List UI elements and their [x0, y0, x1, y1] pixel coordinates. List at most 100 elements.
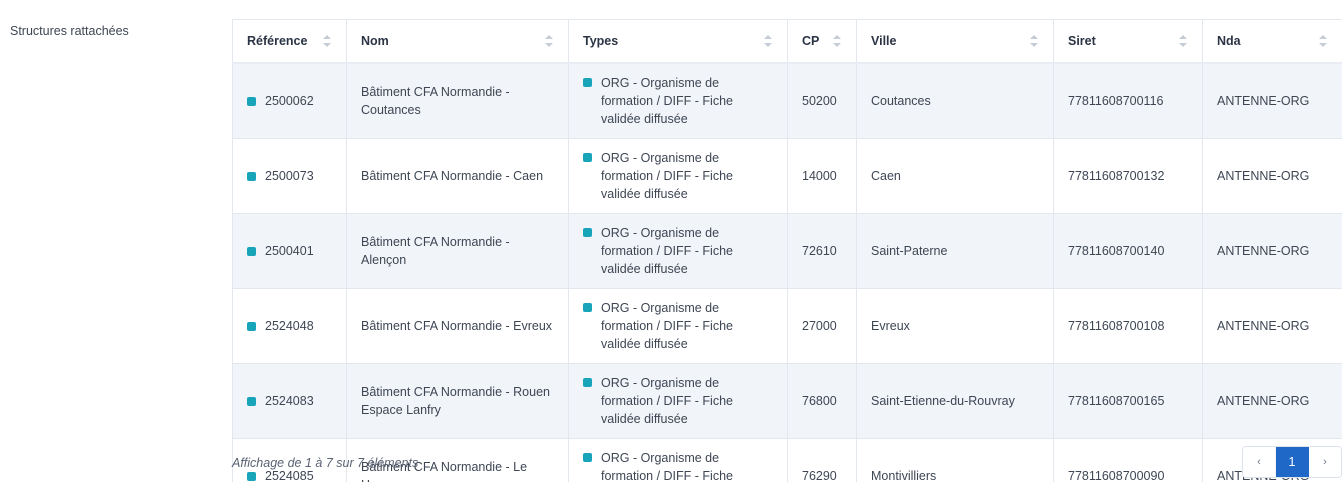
types-value: ORG - Organisme de formation / DIFF - Fi…	[601, 376, 733, 426]
column-header-cp[interactable]: CP	[787, 19, 857, 64]
table-footer: Affichage de 1 à 7 sur 7 éléments ‹ 1 ›	[232, 446, 1342, 482]
column-header-nda[interactable]: Nda	[1202, 19, 1342, 64]
column-header-nom[interactable]: Nom	[346, 19, 569, 64]
ville-value: Montivilliers	[871, 469, 937, 482]
cell-siret: 77811608700132	[1053, 138, 1203, 214]
column-header-siret[interactable]: Siret	[1053, 19, 1203, 64]
nda-value: ANTENNE-ORG	[1217, 169, 1310, 183]
sort-toggle-icon[interactable]	[545, 34, 554, 48]
pagination-summary: Affichage de 1 à 7 sur 7 éléments	[232, 456, 419, 470]
cell-siret: 77811608700116	[1053, 62, 1203, 139]
cell-reference: 2524085	[232, 438, 347, 482]
sort-toggle-icon[interactable]	[833, 34, 842, 48]
sort-toggle-icon[interactable]	[1179, 34, 1188, 48]
cell-cp: 50200	[787, 62, 857, 139]
cell-ville: Caen	[856, 138, 1054, 214]
pagination-page-1[interactable]: 1	[1276, 447, 1309, 477]
pagination-prev-button[interactable]: ‹	[1243, 447, 1276, 477]
cp-value: 72610	[802, 244, 837, 258]
cell-reference: 2500062	[232, 62, 347, 139]
cp-value: 76290	[802, 469, 837, 482]
nom-value: Bâtiment CFA Normandie - Alençon	[361, 235, 510, 267]
sort-toggle-icon[interactable]	[1319, 34, 1328, 48]
siret-value: 77811608700090	[1068, 469, 1165, 482]
ville-value: Caen	[871, 169, 901, 183]
siret-value: 77811608700165	[1068, 394, 1165, 408]
nom-value: Bâtiment CFA Normandie - Rouen Espace La…	[361, 385, 550, 417]
column-header-label: Ville	[871, 34, 897, 48]
cell-cp: 27000	[787, 288, 857, 364]
cell-nda: ANTENNE-ORG	[1202, 288, 1342, 364]
ville-value: Evreux	[871, 319, 910, 333]
types-value: ORG - Organisme de formation / DIFF - Fi…	[601, 301, 733, 351]
cell-siret: 77811608700090	[1053, 438, 1203, 482]
cell-cp: 76800	[787, 363, 857, 439]
status-square-icon	[247, 96, 256, 106]
pagination[interactable]: ‹ 1 ›	[1242, 446, 1342, 478]
ville-value: Coutances	[871, 94, 931, 108]
cell-siret: 77811608700140	[1053, 213, 1203, 289]
cp-value: 14000	[802, 169, 837, 183]
cell-siret: 77811608700165	[1053, 363, 1203, 439]
column-header-label: Siret	[1068, 34, 1096, 48]
status-square-icon	[247, 171, 256, 181]
siret-value: 77811608700116	[1068, 94, 1164, 108]
type-square-icon	[583, 78, 592, 87]
table-header-row: Référence Nom Types	[232, 19, 1342, 64]
column-header-label: CP	[802, 34, 820, 48]
reference-value: 2500073	[265, 169, 314, 183]
pagination-next-button[interactable]: ›	[1309, 447, 1341, 477]
reference-value: 2500401	[265, 244, 314, 258]
cell-types: ORG - Organisme de formation / DIFF - Fi…	[568, 363, 788, 439]
table-row[interactable]: 2500062 Bâtiment CFA Normandie - Coutance…	[232, 62, 1342, 139]
cp-value: 76800	[802, 394, 837, 408]
types-value: ORG - Organisme de formation / DIFF - Fi…	[601, 76, 733, 126]
table-row[interactable]: 2500401 Bâtiment CFA Normandie - Alençon O…	[232, 213, 1342, 289]
nda-value: ANTENNE-ORG	[1217, 94, 1310, 108]
cell-reference: 2524083	[232, 363, 347, 439]
siret-value: 77811608700132	[1068, 169, 1165, 183]
sort-toggle-icon[interactable]	[764, 34, 773, 48]
cell-reference: 2500073	[232, 138, 347, 214]
nom-value: Bâtiment CFA Normandie - Le Havre	[361, 460, 528, 482]
cell-cp: 14000	[787, 138, 857, 214]
types-value: ORG - Organisme de formation / DIFF - Fi…	[601, 226, 733, 276]
cell-nda: ANTENNE-ORG	[1202, 363, 1342, 439]
cell-ville: Montivilliers	[856, 438, 1054, 482]
nda-value: ANTENNE-ORG	[1217, 319, 1310, 333]
type-square-icon	[583, 378, 592, 387]
cell-types: ORG - Organisme de formation / DIFF - Fi…	[568, 62, 788, 139]
cell-nom: Bâtiment CFA Normandie - Coutances	[346, 62, 569, 139]
table-row[interactable]: 2524083 Bâtiment CFA Normandie - Rouen Es…	[232, 363, 1342, 439]
column-header-types[interactable]: Types	[568, 19, 788, 64]
type-square-icon	[583, 228, 592, 237]
cell-types: ORG - Organisme de formation / DIFF - Fi…	[568, 213, 788, 289]
reference-value: 2500062	[265, 94, 314, 108]
table-row[interactable]: 2524048 Bâtiment CFA Normandie - Evreux OR…	[232, 288, 1342, 364]
cp-value: 50200	[802, 94, 837, 108]
sort-toggle-icon[interactable]	[323, 34, 332, 48]
section-label: Structures rattachées	[10, 24, 129, 38]
types-value: ORG - Organisme de formation / DIFF - Fi…	[601, 451, 733, 482]
column-header-ville[interactable]: Ville	[856, 19, 1054, 64]
types-value: ORG - Organisme de formation / DIFF - Fi…	[601, 151, 733, 201]
column-header-label: Nom	[361, 34, 389, 48]
cell-cp: 76290	[787, 438, 857, 482]
cell-ville: Coutances	[856, 62, 1054, 139]
column-header-label: Nda	[1217, 34, 1241, 48]
table-body: 2500062 Bâtiment CFA Normandie - Coutance…	[232, 62, 1342, 482]
cell-nom: Bâtiment CFA Normandie - Caen	[346, 138, 569, 214]
column-header-reference[interactable]: Référence	[232, 19, 347, 64]
nda-value: ANTENNE-ORG	[1217, 394, 1310, 408]
cell-ville: Evreux	[856, 288, 1054, 364]
type-square-icon	[583, 153, 592, 162]
cell-types: ORG - Organisme de formation / DIFF - Fi…	[568, 138, 788, 214]
cell-cp: 72610	[787, 213, 857, 289]
table-row[interactable]: 2500073 Bâtiment CFA Normandie - Caen ORG …	[232, 138, 1342, 214]
siret-value: 77811608700108	[1068, 319, 1165, 333]
cell-nda: ANTENNE-ORG	[1202, 138, 1342, 214]
cell-ville: Saint-Paterne	[856, 213, 1054, 289]
sort-toggle-icon[interactable]	[1030, 34, 1039, 48]
cell-siret: 77811608700108	[1053, 288, 1203, 364]
